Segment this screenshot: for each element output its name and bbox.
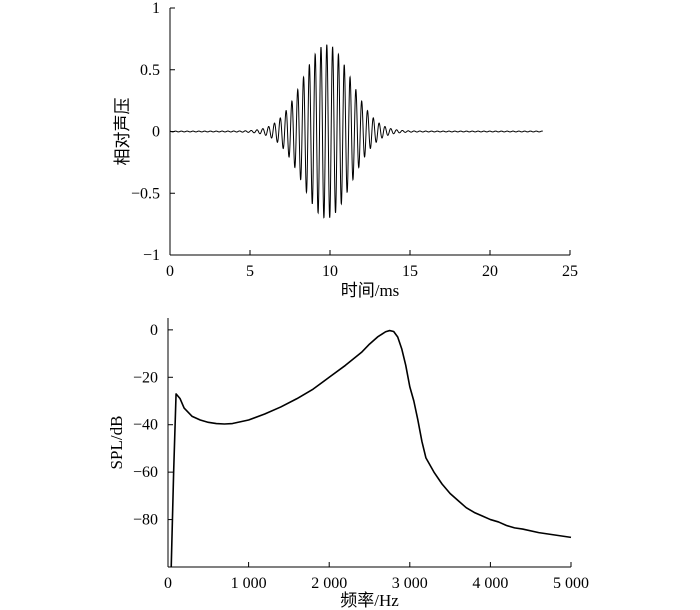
y-axis-label: SPL/dB [107,416,126,470]
spectrum-line [170,329,572,568]
y-axis-label: 相对声压 [113,98,132,166]
y-tick-label: −20 [133,369,158,386]
x-tick-label: 3 000 [392,575,428,592]
y-tick-label: 1 [152,0,160,17]
x-axis-label: 频率/Hz [340,591,399,610]
y-tick-label: 0 [150,322,158,339]
waveform-line [169,44,543,219]
x-axis-label: 时间/ms [341,281,400,300]
spectrum-chart: 0 1 000 2 000 3 000 4 000 5 000 0 −20 −40 −60 −80 频… [107,318,589,610]
x-tick-label: 0 [166,263,174,280]
x-tick-label: 2 000 [311,575,347,592]
x-tick-label: 15 [402,263,418,280]
y-tick-label: 0 [152,124,160,141]
x-tick-label: 0 [164,575,172,592]
y-tick-label: 0.5 [140,62,160,79]
x-tick-label: 5 [246,263,254,280]
x-tick-label: 1 000 [231,575,267,592]
x-tick-label: 4 000 [472,575,508,592]
x-tick-label: 5 000 [553,575,589,592]
x-tick-label: 20 [482,263,498,280]
y-tick-label: −60 [133,464,158,481]
y-tick-label: −40 [133,417,158,434]
time-domain-chart: 0 5 10 15 20 25 1 0.5 0 −0.5 −1 时间/ms 相对声压 [113,0,578,300]
x-tick-label: 25 [562,263,578,280]
y-tick-label: −80 [133,512,158,529]
y-tick-label: −0.5 [131,185,160,202]
x-tick-label: 10 [322,263,338,280]
y-tick-label: −1 [143,247,160,264]
